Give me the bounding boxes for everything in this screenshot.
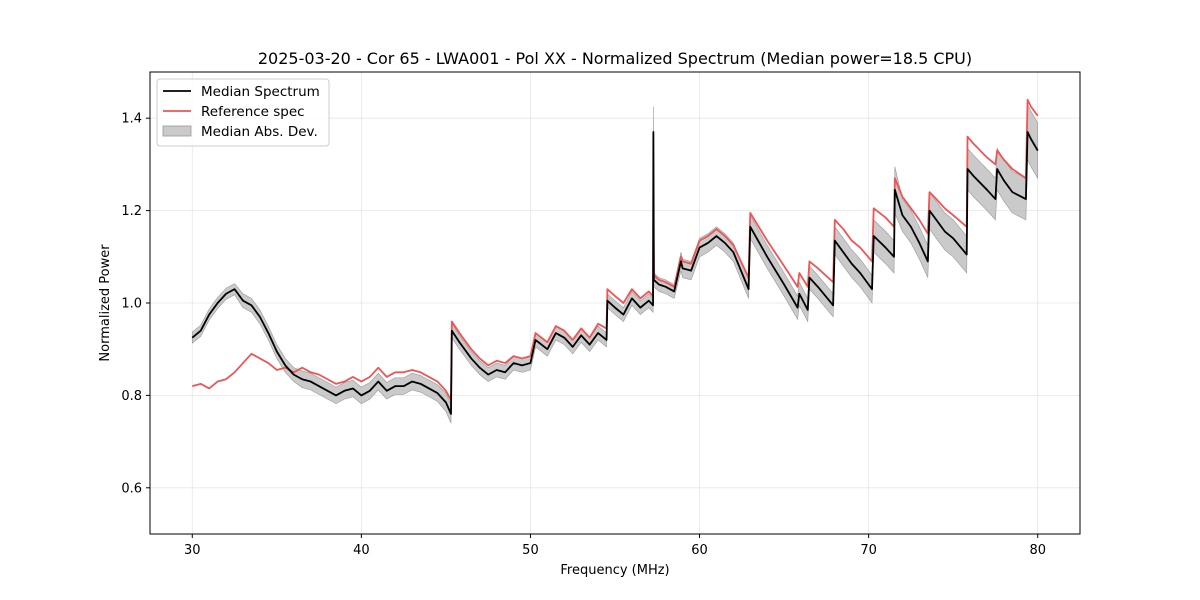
y-tick-label-4: 1.4 — [121, 112, 142, 127]
y-tick-label-0: 0.6 — [121, 481, 142, 496]
reference-spectrum-line — [192, 98, 1039, 401]
y-axis-ticks: 0.6 0.8 1.0 1.2 1.4 — [121, 112, 150, 496]
x-axis-label: Frequency (MHz) — [560, 563, 669, 578]
x-axis-ticks: 30 40 50 60 70 80 — [184, 534, 1046, 558]
legend-mad-label: Median Abs. Dev. — [201, 124, 318, 140]
legend-median-label: Median Spectrum — [201, 84, 320, 100]
grid-layer — [150, 72, 1080, 534]
chart-title: 2025-03-20 - Cor 65 - LWA001 - Pol XX - … — [258, 49, 972, 68]
x-tick-label-3: 60 — [691, 543, 708, 558]
y-tick-label-3: 1.2 — [121, 204, 142, 219]
legend: Median Spectrum Reference spec Median Ab… — [156, 78, 330, 147]
y-tick-label-1: 0.8 — [121, 389, 142, 404]
mad-band — [191, 104, 1039, 424]
y-tick-label-2: 1.0 — [121, 297, 142, 312]
x-tick-label-1: 40 — [353, 543, 370, 558]
legend-box — [156, 78, 330, 147]
reference-series-layer — [192, 98, 1039, 401]
median-series-layer — [191, 131, 1039, 415]
x-tick-label-5: 80 — [1029, 543, 1046, 558]
legend-reference-label: Reference spec — [201, 104, 305, 120]
mad-band-layer — [191, 104, 1039, 424]
median-spectrum-line — [191, 131, 1039, 415]
x-tick-label-0: 30 — [184, 543, 201, 558]
x-tick-label-4: 70 — [860, 543, 877, 558]
x-tick-label-2: 50 — [522, 543, 539, 558]
legend-mad-swatch — [162, 125, 192, 137]
y-axis-label: Normalized Power — [98, 244, 113, 362]
